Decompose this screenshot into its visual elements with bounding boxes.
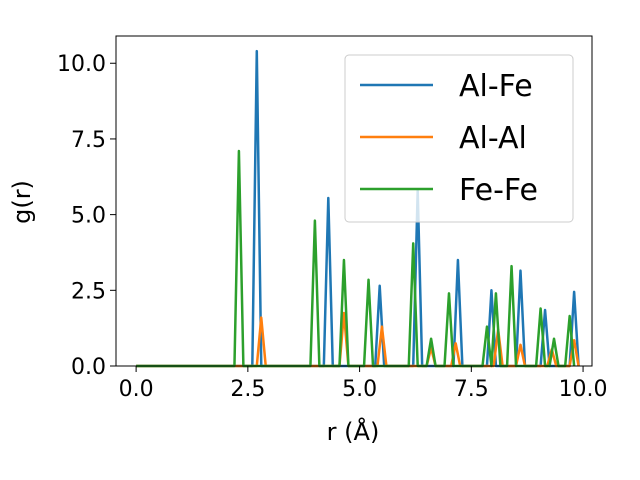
x-axis-label: r (Å) xyxy=(327,417,380,446)
legend-label: Al-Al xyxy=(459,121,527,156)
y-tick-label: 5.0 xyxy=(71,204,106,229)
y-tick-label: 2.5 xyxy=(71,279,106,304)
plot-frame xyxy=(115,35,593,367)
x-tick-label: 2.5 xyxy=(230,377,265,402)
series-line-al-al xyxy=(136,311,580,368)
y-tick-label: 7.5 xyxy=(71,128,106,153)
y-tick-label: 10.0 xyxy=(57,52,106,77)
x-tick-label: 5.0 xyxy=(342,377,377,402)
y-tick-label: 0.0 xyxy=(71,355,106,380)
legend-box xyxy=(344,54,574,223)
x-tick-label: 7.5 xyxy=(454,377,489,402)
y-axis-label: g(r) xyxy=(8,180,36,224)
x-axis: 0.0 2.5 5.0 7.5 10.0 xyxy=(119,366,608,402)
legend-label: Al-Fe xyxy=(459,69,533,104)
x-tick-label: 0.0 xyxy=(119,377,154,402)
legend: Al-Fe Al-Al Fe-Fe xyxy=(344,54,574,223)
y-axis: 0.0 2.5 5.0 7.5 10.0 xyxy=(57,52,116,380)
legend-label: Fe-Fe xyxy=(459,173,538,208)
x-tick-label: 10.0 xyxy=(559,377,608,402)
